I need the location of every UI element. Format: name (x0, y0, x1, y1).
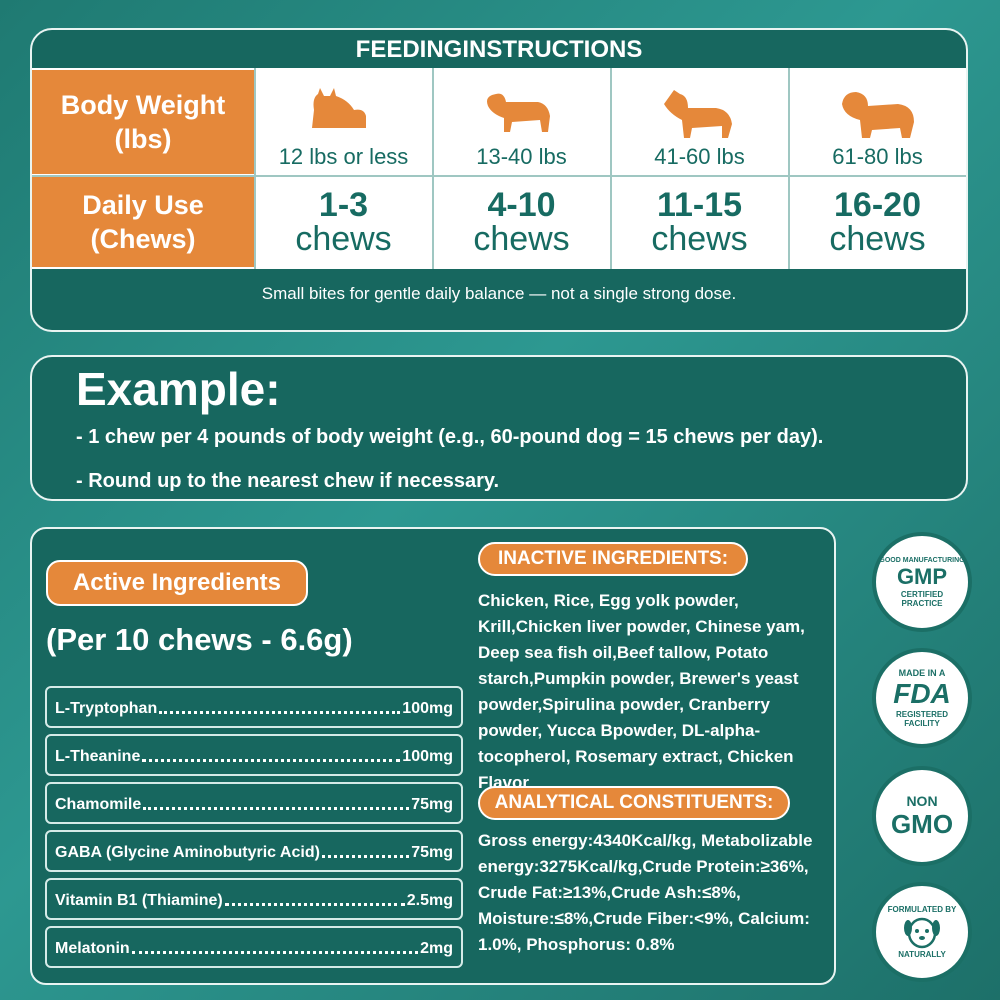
chews-cell: 11-15 chews (611, 177, 788, 267)
example-line: - 1 chew per 4 pounds of body weight (e.… (76, 426, 824, 448)
ingredient-row: GABA (Glycine Aminobutyric Acid) 75mg (45, 830, 463, 872)
column-divider (788, 68, 790, 269)
example-title: Example: (76, 363, 281, 415)
badge-text: FDA (893, 678, 951, 709)
ingredient-amount: 100mg (402, 748, 453, 765)
ingredient-amount: 75mg (411, 844, 453, 861)
active-list: L-Tryptophan 100mg L-Theanine 100mg Chamomil… (45, 686, 463, 974)
natural-badge: FORMULATED BY NATURALLY (872, 882, 972, 982)
ingredient-amount: 2mg (420, 940, 453, 957)
ingredient-amount: 100mg (402, 700, 453, 717)
example-line: - Round up to the nearest chew if necess… (76, 470, 500, 492)
label-line: (Chews) (90, 224, 196, 254)
ingredient-name: L-Tryptophan (55, 700, 158, 717)
gmp-badge: GOOD MANUFACTURING GMP CERTIFIED PRACTIC… (872, 532, 972, 632)
ingredient-row: Chamomile 75mg (45, 782, 463, 824)
chews-cell: 1-3 chews (255, 177, 432, 267)
chews-cell: 4-10 chews (433, 177, 610, 267)
badge-text: NON (906, 792, 938, 809)
label-line: Daily Use (82, 190, 204, 220)
ingredient-name: GABA (Glycine Aminobutyric Acid) (55, 844, 320, 861)
ingredient-amount: 2.5mg (406, 892, 453, 909)
dog-silhouette (841, 92, 914, 138)
chews-unit: chews (829, 220, 926, 258)
dot-leader (143, 807, 410, 810)
dot-leader (131, 951, 419, 954)
badge-text: GMP (896, 563, 948, 589)
ingredient-row: Vitamin B1 (Thiamine) 2.5mg (45, 878, 463, 920)
daily-use-label: Daily Use (Chews) (32, 177, 254, 267)
ingredient-row: Melatonin 2mg (45, 926, 463, 968)
feeding-note: Small bites for gentle daily balance — n… (261, 284, 737, 303)
badge-text: NATURALLY (898, 950, 946, 959)
body-weight-label: Body Weight (lbs) (32, 70, 254, 174)
weight-cell: 61-80 lbs (789, 70, 966, 174)
ingredient-amount: 75mg (411, 796, 453, 813)
dot-leader (142, 759, 401, 762)
chews-cell: 16-20 chews (789, 177, 966, 267)
weight-text: 61-80 lbs (832, 144, 923, 169)
ingredient-name: Chamomile (55, 796, 142, 813)
analytical-title: ANALYTICAL CONSTITUENTS: (478, 786, 790, 820)
badge-text: FORMULATED BY (887, 905, 957, 914)
ingredient-name: L-Theanine (55, 748, 141, 765)
chews-unit: chews (295, 220, 392, 258)
badge-text: GMO (890, 808, 954, 839)
weight-text: 41-60 lbs (654, 144, 745, 169)
dog-silhouette (311, 88, 366, 128)
ingredient-row: L-Theanine 100mg (45, 734, 463, 776)
weight-cell: 41-60 lbs (611, 70, 788, 174)
column-divider (610, 68, 612, 269)
dog-face-icon (904, 917, 940, 949)
fda-badge: MADE IN A FDA REGISTERED FACILITY (872, 648, 972, 748)
weight-cell: 13-40 lbs (433, 70, 610, 174)
dog-silhouette (663, 90, 732, 138)
badge-text: CERTIFIED (900, 589, 944, 599)
chews-unit: chews (473, 220, 570, 258)
gmo-badge: NON GMO (872, 766, 972, 866)
feeding-title: FEEDINGINSTRUCTIONS (355, 36, 643, 63)
chews-range: 11-15 (656, 186, 743, 224)
weight-cell: 12 lbs or less (255, 70, 432, 174)
dot-leader (321, 855, 410, 858)
dog-silhouette (486, 93, 550, 132)
badge-text: PRACTICE (901, 598, 943, 608)
chews-range: 1-3 (318, 186, 369, 224)
label-line: (lbs) (114, 124, 172, 154)
inactive-title: INACTIVE INGREDIENTS: (478, 542, 748, 576)
dot-leader (224, 903, 405, 906)
column-divider (432, 68, 434, 269)
badge-text: MADE IN A (898, 668, 946, 678)
ingredient-row: L-Tryptophan 100mg (45, 686, 463, 728)
example-panel (30, 355, 968, 501)
chews-range: 16-20 (834, 186, 921, 224)
active-title: Active Ingredients (46, 560, 308, 606)
analytical-text: Gross energy:4340Kcal/kg, Metabolizable … (478, 831, 813, 954)
chews-unit: chews (651, 220, 748, 258)
badge-text: GOOD MANUFACTURING (879, 556, 965, 564)
inactive-text: Chicken, Rice, Egg yolk powder, Krill,Ch… (478, 591, 805, 792)
serving: (Per 10 chews - 6.6g) (46, 622, 353, 657)
ingredient-name: Melatonin (55, 940, 130, 957)
weight-text: 12 lbs or less (278, 144, 409, 169)
badge-text: REGISTERED (895, 710, 948, 719)
label-line: Body Weight (60, 90, 226, 120)
row-divider (32, 175, 966, 177)
weight-text: 13-40 lbs (476, 144, 567, 169)
badge-text: FACILITY (904, 719, 940, 728)
column-divider (254, 68, 256, 269)
dot-leader (159, 711, 401, 714)
ingredient-name: Vitamin B1 (Thiamine) (55, 892, 223, 909)
chews-range: 4-10 (487, 186, 556, 224)
